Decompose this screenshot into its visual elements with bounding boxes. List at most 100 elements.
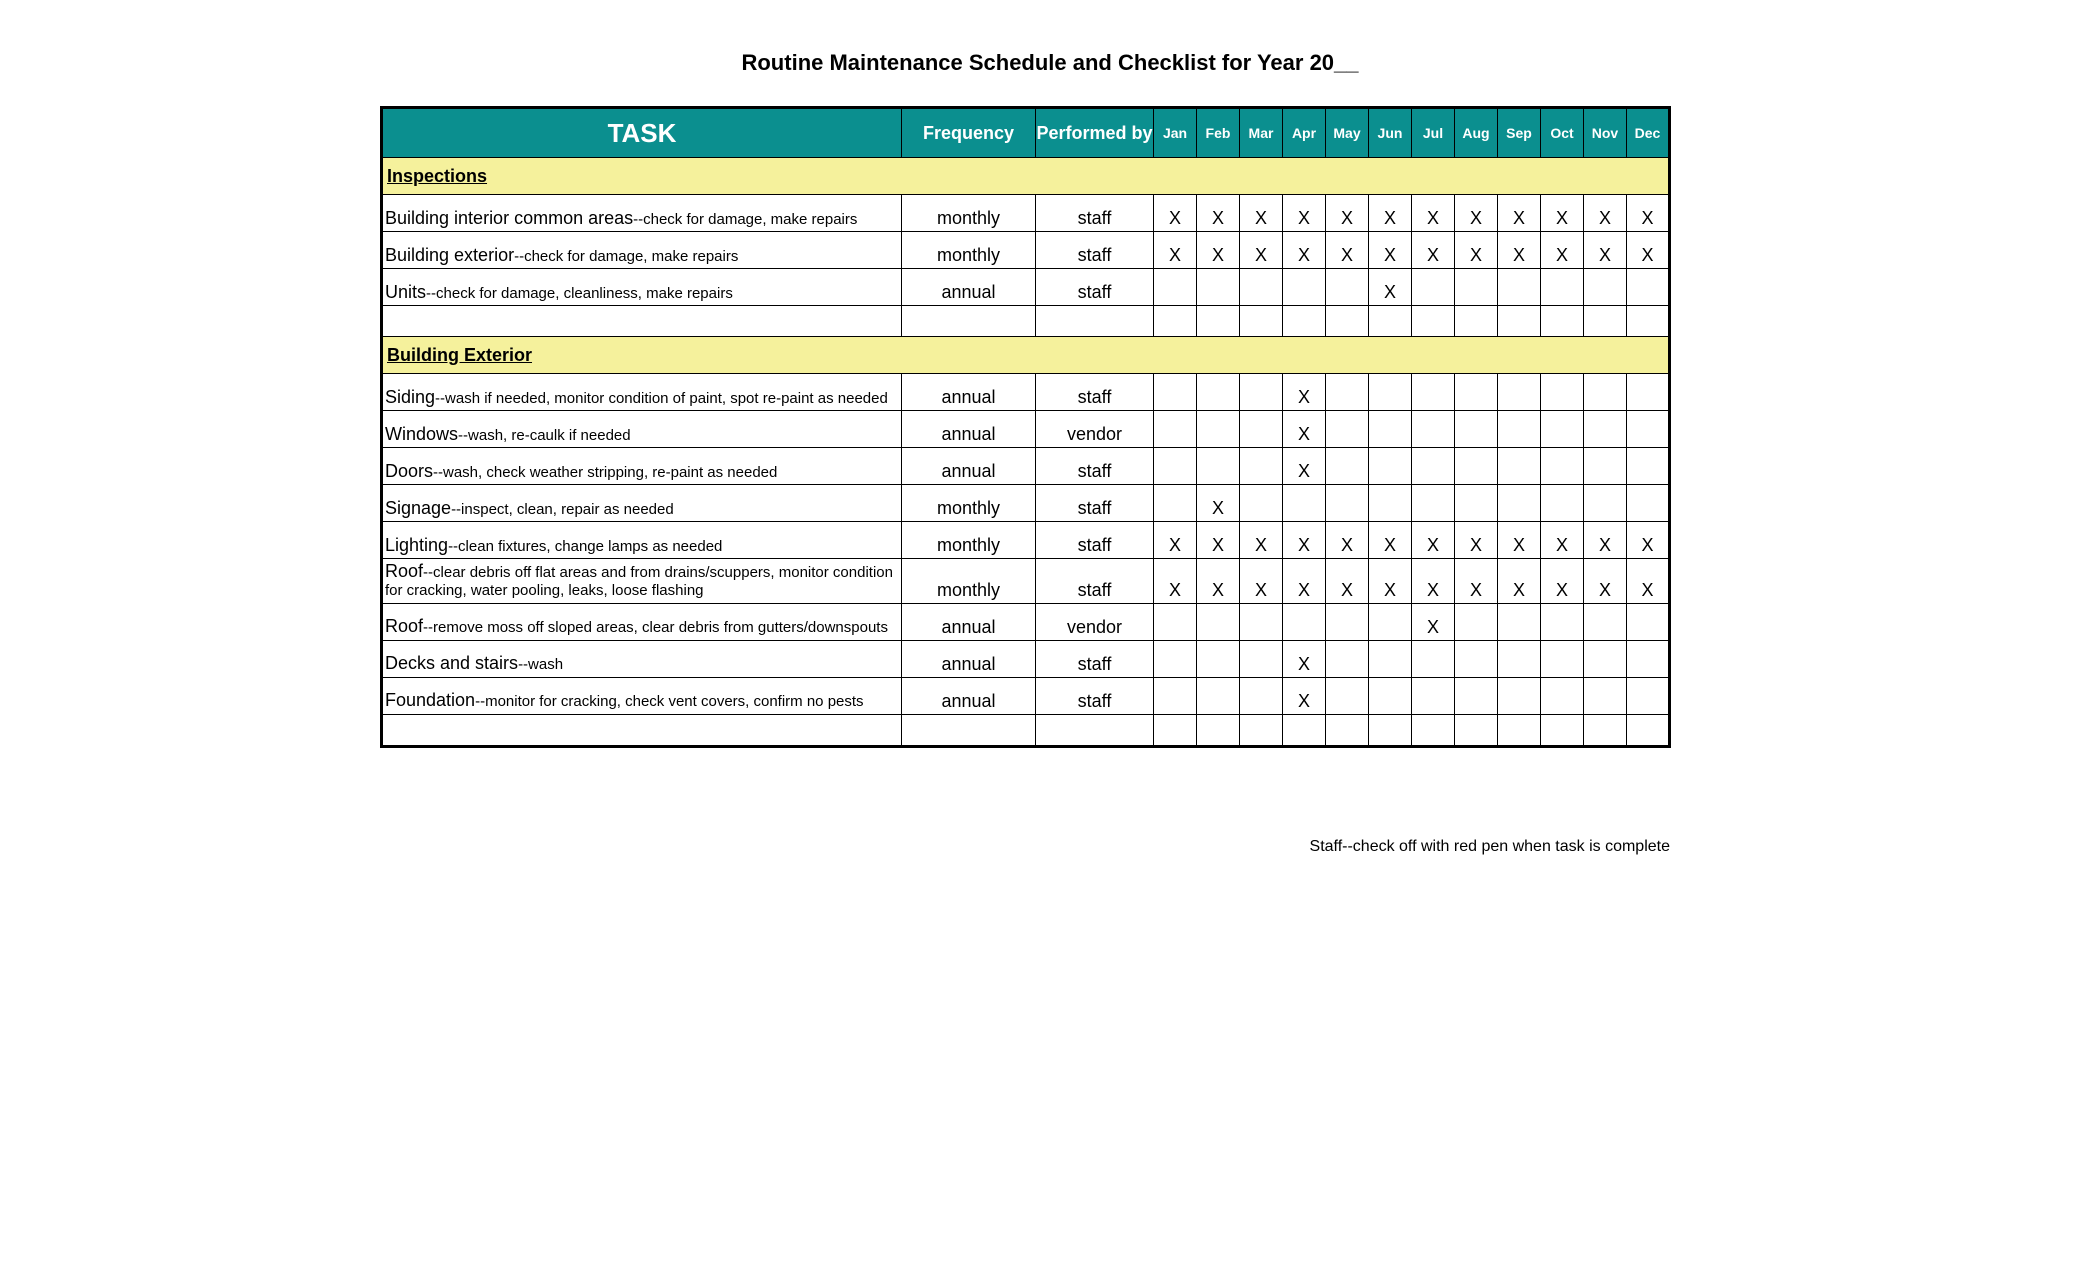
- month-cell: X: [1197, 559, 1240, 604]
- month-cell: [1240, 677, 1283, 714]
- month-cell: X: [1412, 232, 1455, 269]
- blank-cell: [1036, 714, 1154, 746]
- month-cell: [1627, 448, 1670, 485]
- month-cell: [1326, 411, 1369, 448]
- month-cell: X: [1154, 559, 1197, 604]
- task-main: Windows: [385, 424, 458, 444]
- task-sub: --check for damage, make repairs: [514, 248, 738, 265]
- table-row: Signage--inspect, clean, repair as neede…: [382, 485, 1670, 522]
- task-main: Roof: [385, 616, 423, 636]
- blank-cell: [382, 714, 902, 746]
- month-cell: [1455, 374, 1498, 411]
- month-cell: [1412, 448, 1455, 485]
- month-cell: [1154, 640, 1197, 677]
- blank-cell: [1240, 306, 1283, 337]
- month-cell: X: [1412, 603, 1455, 640]
- month-cell: X: [1541, 559, 1584, 604]
- task-main: Decks and stairs: [385, 653, 518, 673]
- month-cell: X: [1240, 559, 1283, 604]
- schedule-table: TASKFrequencyPerformed byJanFebMarAprMay…: [380, 106, 1671, 748]
- task-main: Units: [385, 282, 426, 302]
- month-cell: X: [1627, 232, 1670, 269]
- task-main: Foundation: [385, 690, 475, 710]
- month-cell: X: [1627, 559, 1670, 604]
- blank-cell: [1197, 306, 1240, 337]
- blank-cell: [1154, 306, 1197, 337]
- month-cell: X: [1584, 522, 1627, 559]
- frequency-cell: annual: [902, 603, 1036, 640]
- month-cell: [1498, 448, 1541, 485]
- month-cell: [1541, 269, 1584, 306]
- task-main: Roof: [385, 561, 423, 581]
- frequency-cell: annual: [902, 448, 1036, 485]
- performed-by-cell: staff: [1036, 640, 1154, 677]
- month-cell: [1154, 603, 1197, 640]
- blank-cell: [1541, 714, 1584, 746]
- month-cell: [1541, 411, 1584, 448]
- task-sub: --check for damage, make repairs: [633, 211, 857, 228]
- month-cell: [1326, 448, 1369, 485]
- task-sub: --wash: [518, 656, 563, 673]
- month-cell: [1154, 448, 1197, 485]
- table-body: InspectionsBuilding interior common area…: [382, 158, 1670, 747]
- month-cell: [1240, 603, 1283, 640]
- header-month-apr: Apr: [1283, 108, 1326, 158]
- task-main: Building interior common areas: [385, 208, 633, 228]
- task-sub: --clean fixtures, change lamps as needed: [448, 538, 722, 555]
- month-cell: [1627, 640, 1670, 677]
- task-cell: Roof--remove moss off sloped areas, clea…: [382, 603, 902, 640]
- month-cell: X: [1498, 232, 1541, 269]
- header-month-feb: Feb: [1197, 108, 1240, 158]
- month-cell: X: [1498, 195, 1541, 232]
- month-cell: X: [1283, 374, 1326, 411]
- month-cell: X: [1197, 522, 1240, 559]
- header-month-aug: Aug: [1455, 108, 1498, 158]
- month-cell: X: [1369, 195, 1412, 232]
- month-cell: X: [1283, 559, 1326, 604]
- month-cell: [1584, 269, 1627, 306]
- table-row: Siding--wash if needed, monitor conditio…: [382, 374, 1670, 411]
- blank-cell: [902, 714, 1036, 746]
- month-cell: [1455, 269, 1498, 306]
- month-cell: X: [1412, 195, 1455, 232]
- blank-cell: [1584, 306, 1627, 337]
- frequency-cell: monthly: [902, 559, 1036, 604]
- blank-cell: [1283, 714, 1326, 746]
- month-cell: [1498, 374, 1541, 411]
- table-header-row: TASKFrequencyPerformed byJanFebMarAprMay…: [382, 108, 1670, 158]
- performed-by-cell: staff: [1036, 485, 1154, 522]
- task-sub: --wash, check weather stripping, re-pain…: [433, 464, 777, 481]
- blank-cell: [1326, 714, 1369, 746]
- performed-by-cell: staff: [1036, 448, 1154, 485]
- month-cell: [1369, 640, 1412, 677]
- month-cell: [1240, 374, 1283, 411]
- blank-cell: [1455, 714, 1498, 746]
- month-cell: [1498, 640, 1541, 677]
- month-cell: X: [1197, 195, 1240, 232]
- section-header: Building Exterior: [382, 337, 1670, 374]
- month-cell: [1455, 411, 1498, 448]
- frequency-cell: annual: [902, 269, 1036, 306]
- month-cell: [1627, 485, 1670, 522]
- month-cell: [1455, 603, 1498, 640]
- table-row: Roof--remove moss off sloped areas, clea…: [382, 603, 1670, 640]
- month-cell: [1326, 677, 1369, 714]
- month-cell: X: [1283, 640, 1326, 677]
- month-cell: [1498, 269, 1541, 306]
- month-cell: X: [1541, 195, 1584, 232]
- table-row: Units--check for damage, cleanliness, ma…: [382, 269, 1670, 306]
- blank-cell: [1498, 714, 1541, 746]
- task-sub: --wash, re-caulk if needed: [458, 427, 631, 444]
- month-cell: [1197, 603, 1240, 640]
- month-cell: X: [1584, 195, 1627, 232]
- month-cell: [1584, 603, 1627, 640]
- month-cell: [1240, 269, 1283, 306]
- month-cell: X: [1154, 232, 1197, 269]
- month-cell: [1412, 374, 1455, 411]
- month-cell: X: [1369, 269, 1412, 306]
- month-cell: X: [1326, 232, 1369, 269]
- performed-by-cell: staff: [1036, 232, 1154, 269]
- blank-cell: [1197, 714, 1240, 746]
- table-row: Decks and stairs--washannualstaffX: [382, 640, 1670, 677]
- month-cell: [1541, 603, 1584, 640]
